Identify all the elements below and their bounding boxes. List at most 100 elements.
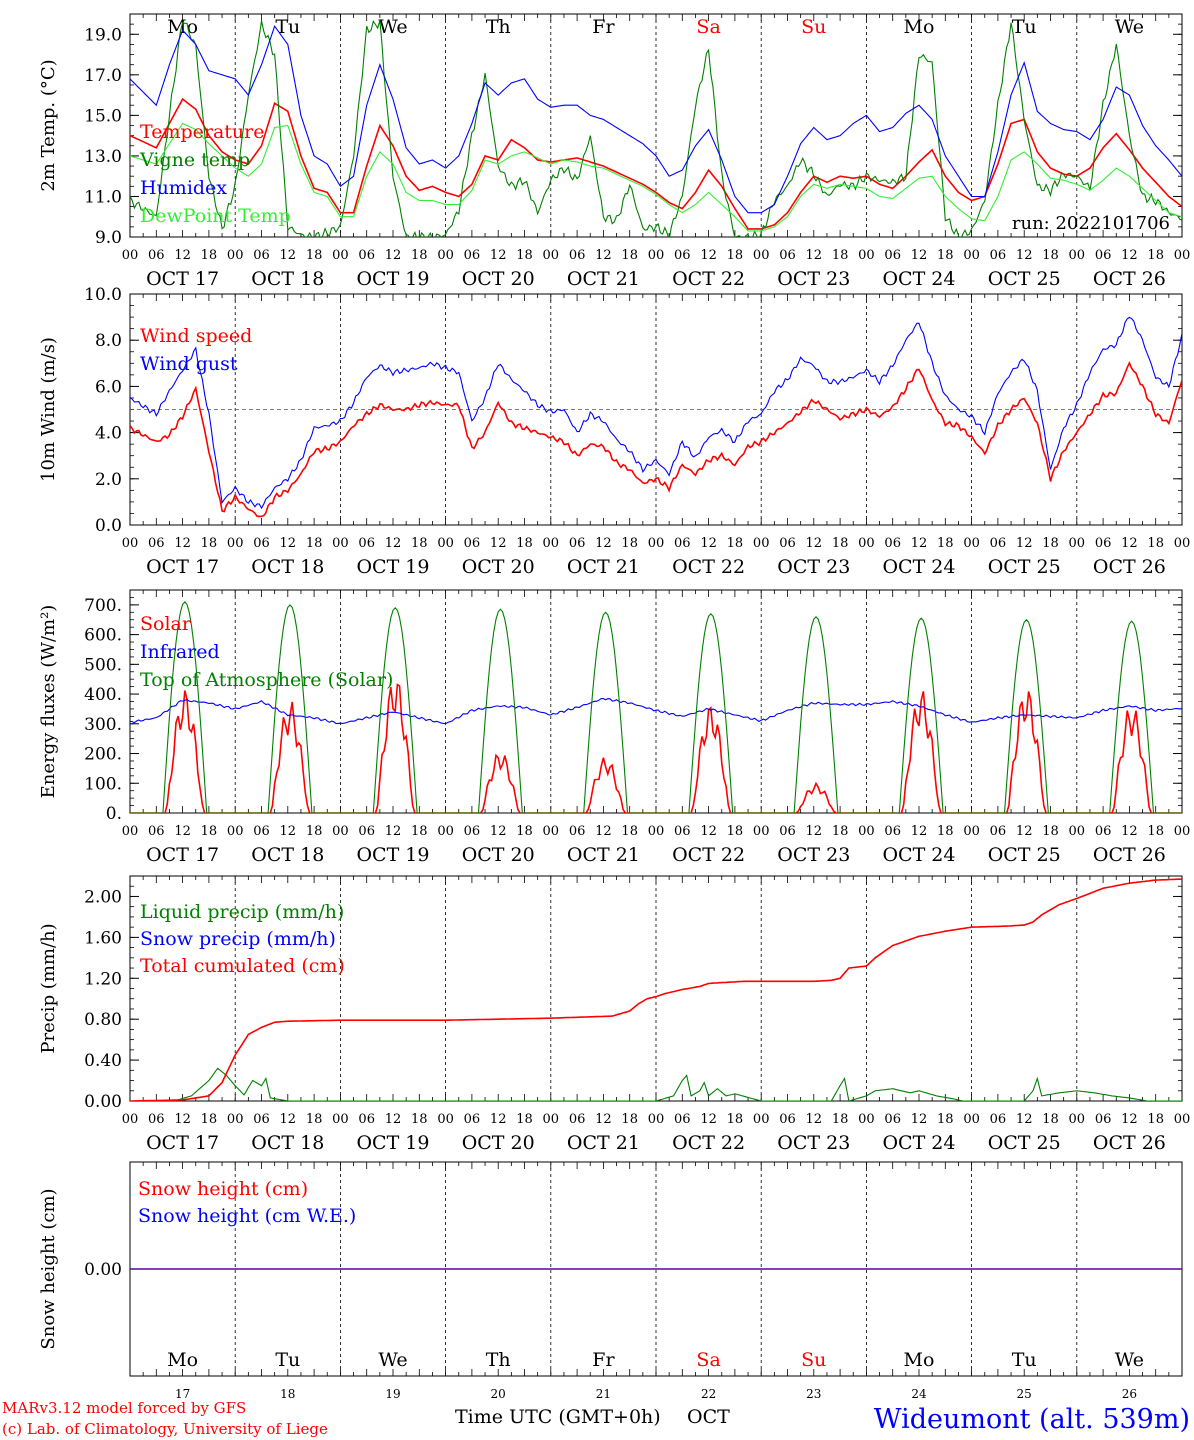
panel-energy: 0. 100. 200. 300. 400. 500. 600. 700. Energy flu… <box>38 589 1190 866</box>
y-tick-label: 9.0 <box>95 228 122 248</box>
x-hour-label: 12 <box>595 248 612 263</box>
x-hour-label: 06 <box>990 824 1007 839</box>
day-of-week-label: Mo <box>167 1349 198 1371</box>
x-date-label: OCT 26 <box>1093 844 1166 866</box>
x-hour-label: 06 <box>779 248 796 263</box>
x-hour-label: 06 <box>674 248 691 263</box>
x-hour-label: 18 <box>727 824 744 839</box>
y-axis-title: Precip (mm/h) <box>38 923 59 1053</box>
x-hour-label: 18 <box>621 248 638 263</box>
x-hour-label: 06 <box>884 536 901 551</box>
day-of-week-label: Tu <box>1012 16 1037 38</box>
x-hour-label: 00 <box>963 1112 980 1127</box>
x-hour-label: 18 <box>411 248 428 263</box>
legend-entry: Liquid precip (mm/h) <box>140 901 344 923</box>
x-hour-label: 12 <box>280 248 297 263</box>
day-of-week-label: Su <box>801 1349 826 1371</box>
x-hour-label: 00 <box>1069 824 1086 839</box>
x-date-label: OCT 21 <box>567 844 640 866</box>
footer-day-number: 21 <box>596 1387 611 1401</box>
x-hour-label: 12 <box>280 1112 297 1127</box>
y-tick-label: 4.0 <box>95 424 122 444</box>
x-date-label: OCT 24 <box>882 1132 955 1154</box>
x-hour-label: 00 <box>437 248 454 263</box>
series-line-wind-speed <box>130 361 1182 518</box>
series-line-humidex <box>130 25 1182 214</box>
x-date-label: OCT 26 <box>1093 556 1166 578</box>
x-hour-label: 12 <box>806 824 823 839</box>
legend-entry: Temperature <box>140 121 264 143</box>
x-hour-label: 18 <box>621 536 638 551</box>
x-hour-label: 12 <box>1121 1112 1138 1127</box>
x-hour-label: 12 <box>911 1112 928 1127</box>
day-of-week-label: Th <box>486 1349 511 1371</box>
y-tick-label: 500. <box>84 655 122 675</box>
x-hour-label: 00 <box>122 824 139 839</box>
x-date-label: OCT 18 <box>251 844 324 866</box>
x-hour-label: 06 <box>569 536 586 551</box>
x-hour-label: 00 <box>858 248 875 263</box>
x-date-label: OCT 22 <box>672 556 745 578</box>
x-hour-label: 18 <box>1147 1112 1164 1127</box>
series-layer <box>130 19 1182 237</box>
footer-day-number: 19 <box>385 1387 400 1401</box>
x-date-label: OCT 25 <box>988 268 1061 290</box>
x-hour-label: 18 <box>832 536 849 551</box>
x-hour-label: 18 <box>516 248 533 263</box>
x-hour-label: 12 <box>280 824 297 839</box>
x-hour-label: 00 <box>543 1112 560 1127</box>
x-date-label: OCT 24 <box>882 844 955 866</box>
x-hour-label: 06 <box>990 248 1007 263</box>
x-hour-label: 18 <box>516 536 533 551</box>
x-hour-label: 12 <box>490 536 507 551</box>
x-hour-label: 18 <box>937 1112 954 1127</box>
x-date-label: OCT 25 <box>988 1132 1061 1154</box>
x-hour-label: 12 <box>174 536 191 551</box>
x-hour-label: 00 <box>122 1112 139 1127</box>
x-hour-label: 00 <box>437 536 454 551</box>
day-of-week-label: Th <box>486 16 511 38</box>
x-hour-label: 06 <box>253 1112 270 1127</box>
y-tick-label: 600. <box>84 626 122 646</box>
x-hour-label: 00 <box>1069 1112 1086 1127</box>
x-date-label: OCT 20 <box>462 268 535 290</box>
legend-entry: Total cumulated (cm) <box>140 955 345 977</box>
x-hour-label: 00 <box>227 824 244 839</box>
x-date-label: OCT 25 <box>988 556 1061 578</box>
x-hour-label: 12 <box>806 248 823 263</box>
y-tick-label: 10.0 <box>84 285 122 305</box>
x-date-label: OCT 17 <box>146 1132 219 1154</box>
series-line-total-cumulated-cm <box>130 878 1182 1101</box>
station-title: Wideumont (alt. 539m) <box>874 1404 1190 1435</box>
y-axis-title: 2m Temp. (°C) <box>38 59 59 191</box>
x-date-label: OCT 18 <box>251 268 324 290</box>
y-tick-label: 700. <box>84 596 122 616</box>
month-label: OCT <box>687 1406 730 1428</box>
x-hour-label: 06 <box>148 536 165 551</box>
legend-entry: Solar <box>140 613 192 635</box>
x-hour-label: 12 <box>385 536 402 551</box>
x-hour-label: 18 <box>516 1112 533 1127</box>
x-hour-label: 18 <box>1042 536 1059 551</box>
footer-day-number: 25 <box>1017 1387 1032 1401</box>
x-hour-label: 00 <box>858 1112 875 1127</box>
series-line-solar <box>130 683 1182 813</box>
y-tick-label: 6.0 <box>95 377 122 397</box>
x-date-label: OCT 25 <box>988 844 1061 866</box>
x-hour-label: 00 <box>227 248 244 263</box>
day-of-week-label: Tu <box>275 16 300 38</box>
y-tick-label: 0.80 <box>84 1010 122 1030</box>
x-hour-label: 12 <box>911 824 928 839</box>
x-hour-label: 06 <box>1095 248 1112 263</box>
x-date-label: OCT 21 <box>567 268 640 290</box>
x-hour-label: 06 <box>674 536 691 551</box>
x-hour-label: 12 <box>700 1112 717 1127</box>
x-hour-label: 12 <box>1121 248 1138 263</box>
x-date-label: OCT 26 <box>1093 1132 1166 1154</box>
footer-day-number: 22 <box>701 1387 716 1401</box>
footer-day-number: 24 <box>911 1387 927 1401</box>
footer-day-number: 20 <box>491 1387 506 1401</box>
x-hour-label: 18 <box>201 536 218 551</box>
series-line-wind-gust <box>130 316 1182 510</box>
x-hour-label: 06 <box>358 824 375 839</box>
